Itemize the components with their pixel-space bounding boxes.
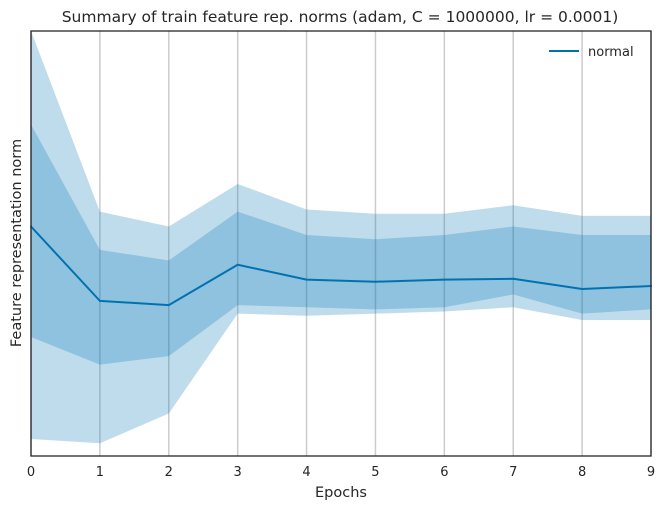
data-point-normal-6	[443, 278, 446, 281]
legend: normal	[549, 45, 634, 60]
data-point-normal-5	[374, 280, 377, 283]
x-axis-label: Epochs	[315, 485, 367, 501]
data-point-normal-8	[581, 287, 584, 290]
x-tick-label-3: 3	[234, 465, 242, 480]
inner-band-normal	[31, 124, 651, 365]
data-point-normal-7	[512, 277, 515, 280]
plot-frame	[30, 30, 652, 457]
x-tick-label-6: 6	[440, 465, 448, 480]
x-tick-label-9: 9	[647, 465, 655, 480]
x-tick-label-7: 7	[509, 465, 517, 480]
outer-band-normal	[31, 31, 651, 444]
chart-title: Summary of train feature rep. norms (ada…	[62, 8, 619, 26]
legend-label-normal: normal	[588, 45, 634, 60]
y-axis-label: Feature representation norm	[9, 139, 25, 347]
data-point-normal-4	[305, 278, 308, 281]
x-tick-label-0: 0	[27, 465, 35, 480]
x-tick-label-4: 4	[302, 465, 310, 480]
x-tick-label-1: 1	[96, 465, 104, 480]
x-tick-label-8: 8	[578, 465, 586, 480]
data-point-normal-2	[167, 304, 170, 307]
x-tick-labels: 0 1 2 3 4 5 6 7 8 9	[27, 465, 655, 480]
x-tick-label-2: 2	[165, 465, 173, 480]
confidence-bands	[31, 31, 651, 444]
data-point-normal-1	[98, 299, 101, 302]
series-line-normal	[30, 225, 652, 307]
data-point-normal-3	[236, 263, 239, 266]
x-tick-label-5: 5	[371, 465, 379, 480]
